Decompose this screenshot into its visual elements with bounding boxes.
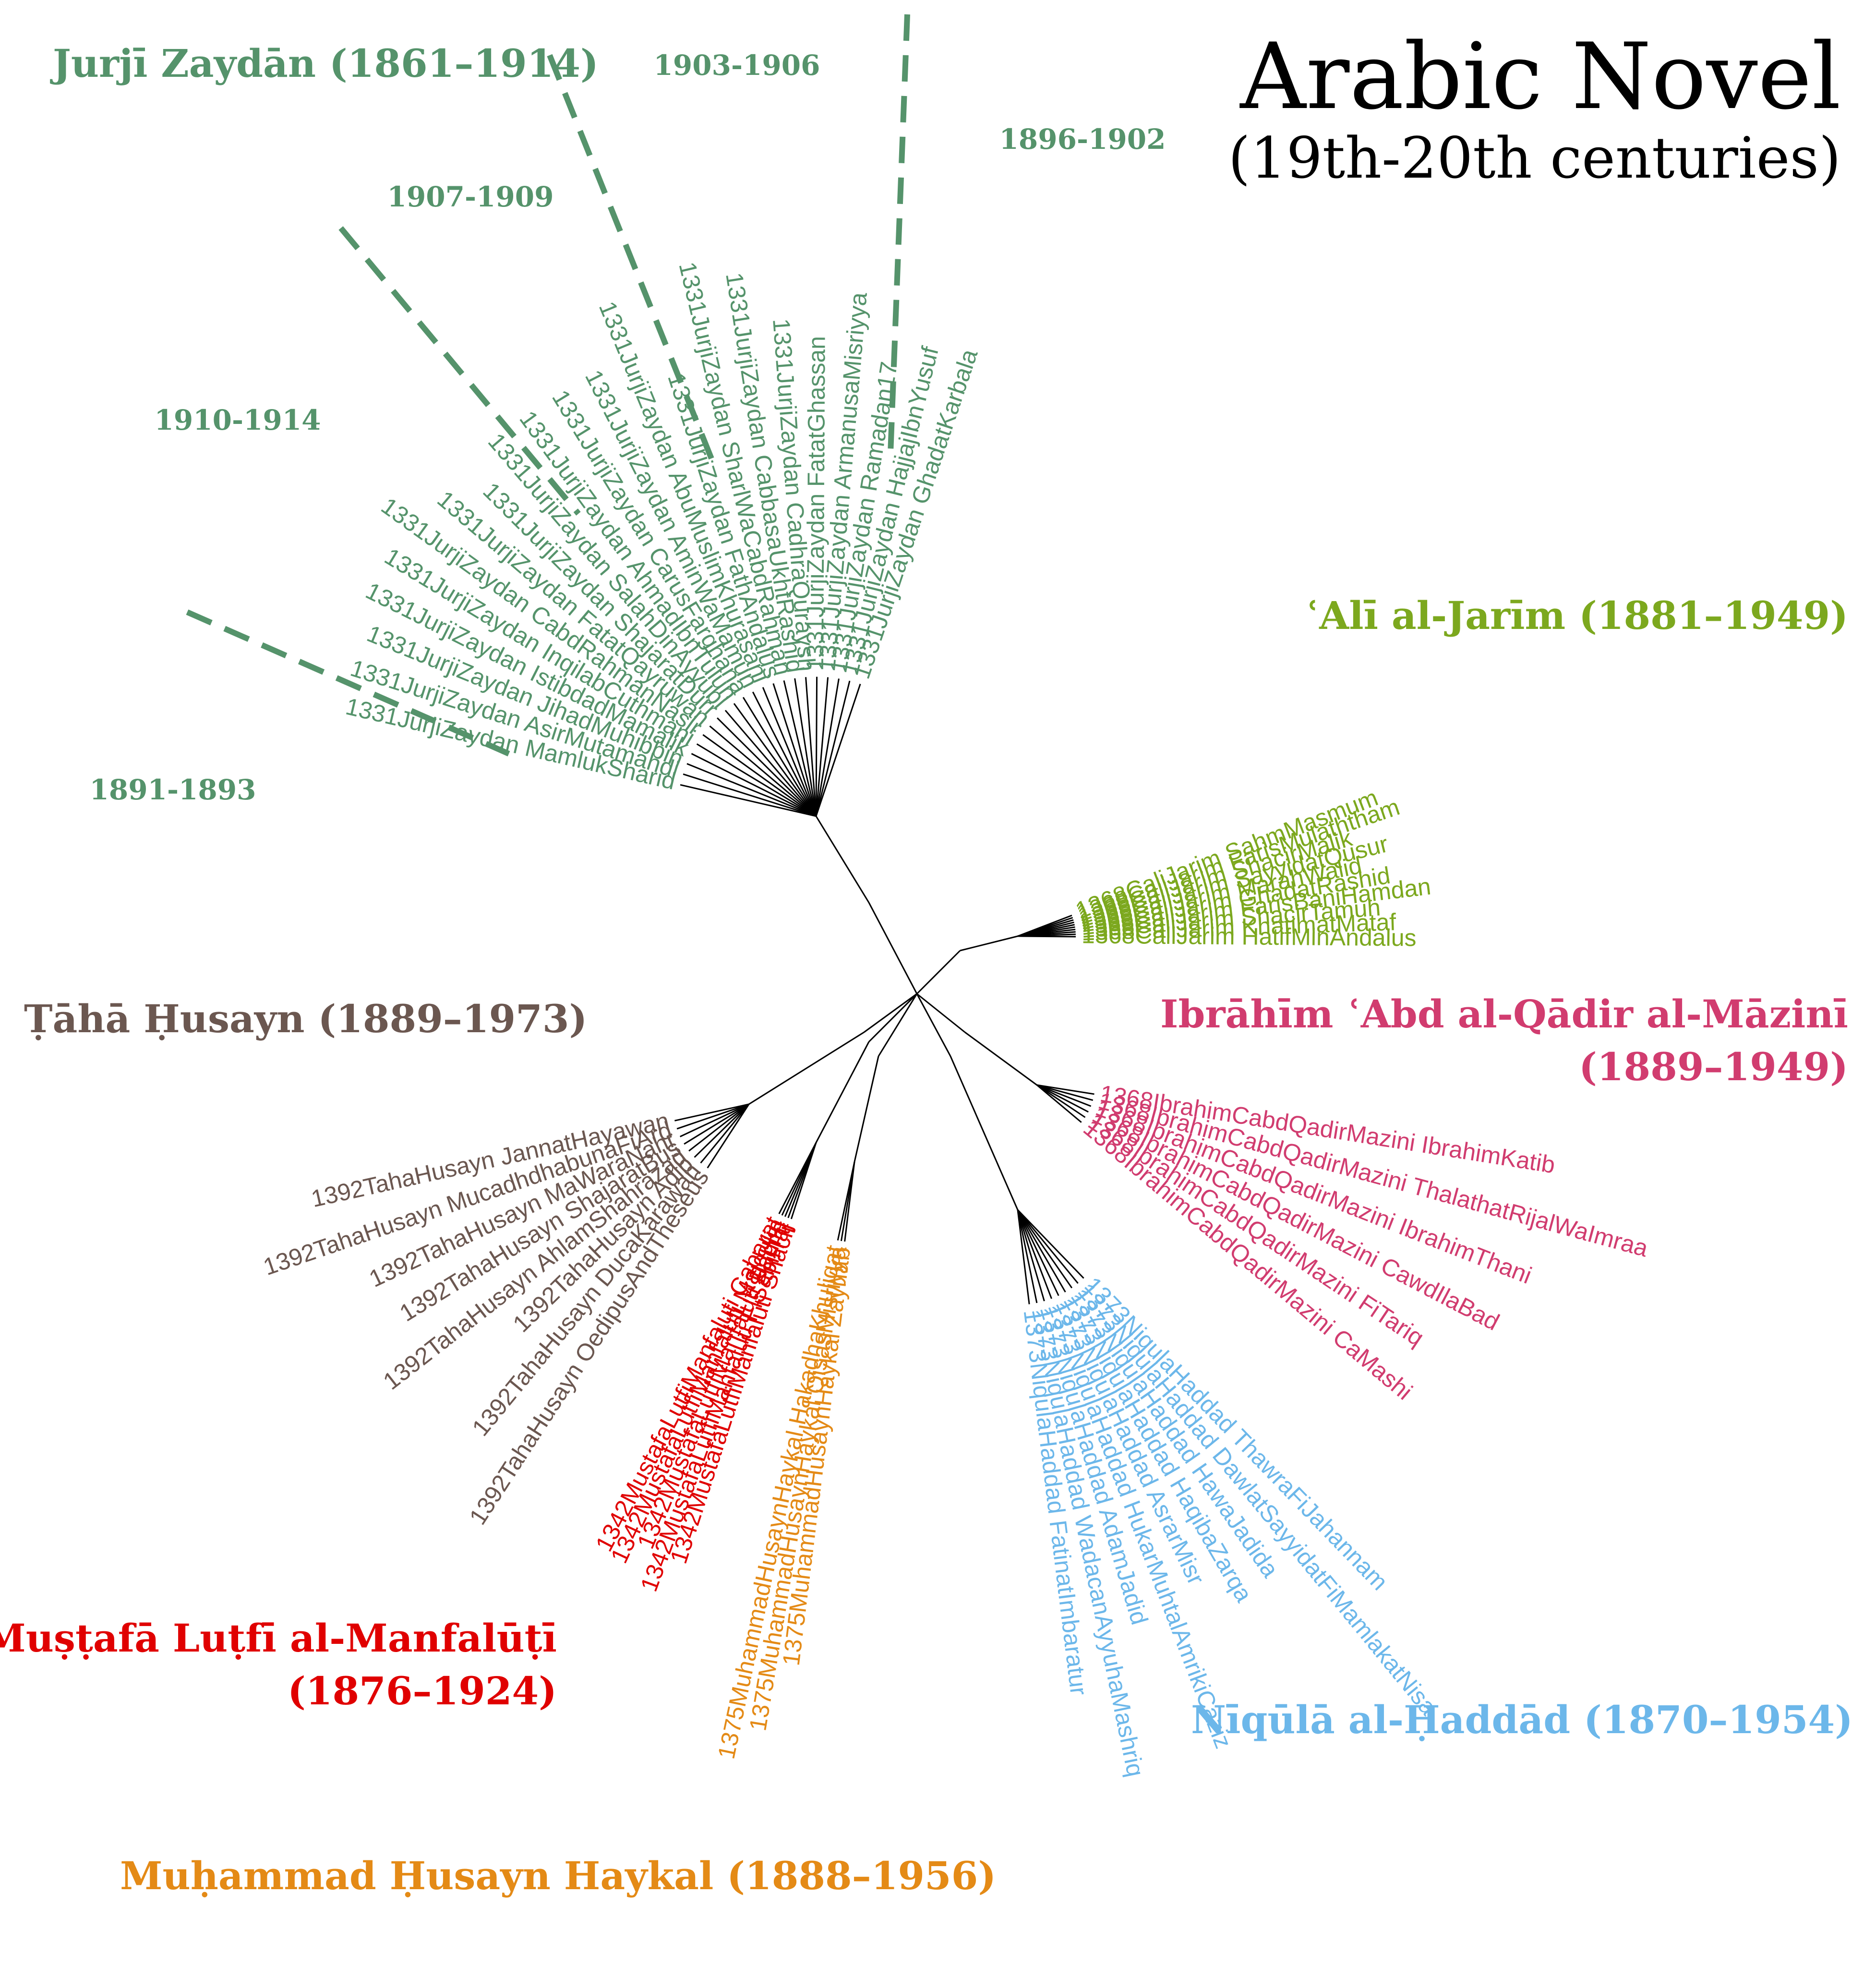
branch-leaf-zaydan	[724, 710, 817, 817]
branch-trunk-zaydan	[868, 902, 918, 994]
branch-leaf-zaydan	[805, 677, 817, 817]
period-label-1903-1906: 1903-1906	[654, 49, 820, 82]
branch-clade-jarim	[960, 935, 1018, 952]
period-divider-3	[186, 609, 510, 757]
branch-leaf-haddad	[1017, 1209, 1038, 1303]
branch-leaf-zaydan	[742, 697, 817, 817]
branch-leaf-zaydan	[815, 676, 818, 817]
branch-clade-mazini	[964, 1031, 1037, 1086]
leaf-label-zaydan: 1331JurjiZaydan FatatGhassan	[802, 336, 830, 671]
branch-leaf-zaydan	[696, 743, 817, 817]
branch-trunk-manfaluti	[868, 993, 918, 1043]
branch-trunk-husayn	[864, 993, 917, 1033]
branch-leaf-husayn	[676, 1103, 749, 1130]
author-label-mazini: Ibrāhīm ʿAbd al-Qādir al-Māzinī	[1160, 991, 1848, 1037]
author-label-zaydan: Jurjī Zaydān (1861–1914)	[50, 41, 599, 86]
period-label-1907-1909: 1907-1909	[387, 181, 554, 213]
branch-leaf-haddad	[1017, 1209, 1066, 1293]
branch-trunk-mazini	[916, 993, 965, 1033]
period-divider-1	[888, 14, 910, 454]
branch-leaf-husayn	[680, 1103, 749, 1137]
tree-branches	[674, 676, 1094, 1304]
branch-leaf-manfaluti	[778, 1142, 817, 1215]
branch-leaf-zaydan	[794, 678, 817, 817]
branch-leaf-haykal	[837, 1161, 855, 1241]
branch-leaf-mazini	[1036, 1084, 1082, 1123]
branch-leaf-husayn	[688, 1103, 749, 1152]
leaf-label-jarim: 1368CaliJarim HatifMinAndalus	[1082, 921, 1417, 951]
author-label-haykal: Muḥammad Ḥusayn Haykal (1888–1956)	[120, 1853, 996, 1898]
branch-clade-manfaluti	[815, 1041, 870, 1143]
branch-leaf-zaydan	[683, 773, 817, 817]
branch-leaf-husayn	[700, 1104, 750, 1164]
branch-clade-husayn	[748, 1031, 865, 1105]
branch-clade-haykal	[854, 1056, 879, 1162]
branch-leaf-zaydan	[717, 717, 817, 817]
chart-subtitle: (19th-20th centuries)	[1228, 125, 1841, 191]
branch-leaf-zaydan	[815, 684, 861, 817]
period-dividers	[186, 14, 910, 757]
branch-trunk-jarim	[916, 950, 961, 995]
branch-leaf-haddad	[1017, 1209, 1030, 1304]
period-label-1896-1902: 1896-1902	[999, 123, 1166, 156]
author-label-haddad: Nīqūlā al-Ḥaddād (1870–1954)	[1191, 1697, 1853, 1742]
branch-leaf-husayn	[674, 1103, 749, 1122]
branch-trunk-haykal	[878, 993, 918, 1057]
author-label-manfaluti-dates: (1876–1924)	[288, 1668, 557, 1713]
branch-leaf-zaydan	[733, 703, 817, 817]
branch-leaf-zaydan	[680, 784, 817, 817]
branch-leaf-zaydan	[709, 725, 817, 817]
branch-leaf-haddad	[1017, 1209, 1079, 1284]
branch-leaf-husayn	[694, 1103, 750, 1158]
branch-leaf-mazini	[1036, 1084, 1092, 1107]
branch-leaf-haddad	[1017, 1209, 1059, 1296]
chart-title: Arabic Novel	[1239, 24, 1841, 130]
branch-clade-zaydan	[815, 816, 870, 903]
branch-leaf-husayn	[684, 1103, 749, 1145]
branch-trunk-haddad	[916, 993, 951, 1057]
branch-leaf-husayn	[707, 1104, 750, 1169]
branch-leaf-zaydan	[815, 677, 829, 817]
period-label-1910-1914: 1910-1914	[155, 404, 321, 436]
branch-leaf-mazini	[1036, 1084, 1086, 1118]
author-label-jarim: ʿAlī al-Jarīm (1881–1949)	[1305, 593, 1848, 638]
branch-leaf-zaydan	[815, 680, 851, 817]
branch-leaf-haddad	[1017, 1209, 1084, 1279]
branch-leaf-zaydan	[686, 763, 817, 817]
branch-leaf-mazini	[1036, 1084, 1089, 1113]
author-label-manfaluti: Muṣṭafā Luṭfī al-Manfalūṭī	[0, 1616, 557, 1661]
branch-leaf-mazini	[1036, 1084, 1094, 1101]
branch-leaf-haddad	[1017, 1209, 1073, 1289]
branch-leaf-zaydan	[702, 734, 817, 817]
branch-leaf-haddad	[1017, 1209, 1052, 1299]
branch-leaf-zaydan	[815, 678, 840, 817]
period-divider-2	[338, 226, 581, 516]
branch-leaf-zaydan	[772, 683, 817, 817]
period-label-1891-1893: 1891-1893	[90, 773, 256, 806]
period-divider-0	[547, 54, 718, 470]
branch-leaf-zaydan	[783, 680, 817, 817]
author-label-husayn: Ṭāhā Ḥusayn (1889–1973)	[24, 996, 587, 1041]
branch-leaf-haddad	[1017, 1209, 1045, 1302]
branch-leaf-jarim	[1017, 935, 1076, 938]
branch-leaf-zaydan	[691, 753, 817, 817]
branch-leaf-zaydan	[762, 687, 817, 817]
author-label-mazini-dates: (1889–1949)	[1579, 1044, 1848, 1089]
branch-leaf-zaydan	[752, 691, 817, 817]
branch-clade-haddad	[950, 1056, 1019, 1210]
branch-leaf-mazini	[1036, 1084, 1094, 1095]
